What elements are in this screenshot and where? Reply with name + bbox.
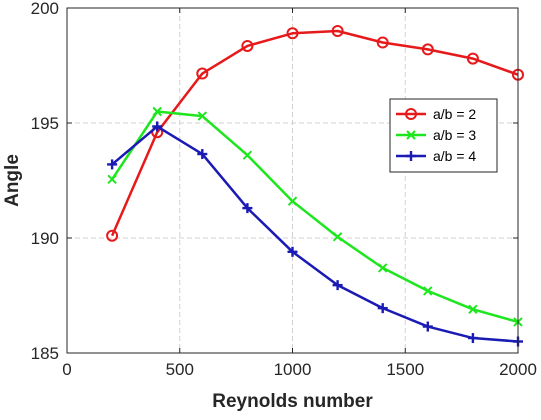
data-point — [287, 196, 298, 206]
data-point — [422, 321, 433, 332]
data-point-stroke — [332, 232, 343, 242]
data-point — [377, 303, 388, 314]
legend-marker — [405, 108, 417, 120]
x-axis-title: Reynolds number — [212, 391, 373, 412]
data-point — [331, 25, 344, 37]
series-line — [110, 29, 519, 237]
legend-item: a/b = 2 — [396, 106, 476, 122]
data-point-stroke — [242, 150, 253, 160]
ticks: 0 500 1000 1500 2000 185 190 195 200 — [31, 0, 537, 379]
legend-item: a/b = 3 — [396, 127, 476, 143]
legend-marker-stroke — [406, 130, 416, 140]
data-point-stroke — [287, 196, 298, 206]
y-axis-title: Angle — [2, 154, 23, 207]
grid — [67, 8, 518, 353]
x-tick-label: 2000 — [499, 360, 537, 379]
legend-label: a/b = 3 — [433, 127, 476, 143]
data-point — [196, 67, 209, 80]
data-point — [423, 286, 433, 296]
data-point — [197, 149, 208, 160]
x-tick-label: 1500 — [386, 360, 424, 379]
series-1 — [106, 25, 524, 242]
data-point — [107, 159, 118, 170]
data-point — [332, 280, 343, 291]
data-point — [152, 106, 162, 117]
data-point — [197, 111, 208, 121]
data-point — [106, 229, 119, 242]
x-tick-label: 500 — [166, 360, 194, 379]
legend-label: a/b = 4 — [433, 148, 476, 164]
data-point — [287, 246, 298, 257]
series-2 — [107, 106, 523, 327]
data-point — [107, 174, 117, 185]
data-point — [467, 333, 478, 344]
data-point-stroke — [152, 106, 162, 117]
data-point — [241, 39, 254, 52]
data-point-stroke — [377, 263, 388, 273]
series-line — [111, 110, 519, 324]
legend-label: a/b = 2 — [433, 106, 476, 122]
x-tick-label: 1000 — [274, 360, 312, 379]
data-point — [332, 232, 343, 242]
data-point — [466, 52, 479, 65]
data-point — [377, 263, 388, 273]
data-point — [286, 27, 299, 40]
y-tick-label: 200 — [31, 0, 59, 18]
legend-marker — [406, 151, 416, 161]
data-point-stroke — [197, 111, 208, 121]
legend-marker — [406, 130, 416, 140]
y-tick-label: 190 — [31, 229, 59, 248]
x-tick-label: 0 — [62, 360, 71, 379]
series-group — [106, 25, 524, 347]
data-point — [242, 150, 253, 160]
data-point — [242, 203, 253, 214]
series-line — [111, 125, 519, 343]
data-point-stroke — [107, 174, 117, 185]
data-point-stroke — [468, 304, 478, 315]
data-point — [421, 43, 434, 56]
legend-item: a/b = 4 — [396, 148, 476, 164]
data-point — [376, 36, 389, 49]
data-point-stroke — [423, 286, 433, 296]
data-point — [152, 121, 163, 132]
legend: a/b = 2 a/b = 3 a/b = 4 — [389, 98, 498, 173]
y-tick-label: 195 — [31, 114, 59, 133]
y-tick-label: 185 — [31, 344, 59, 363]
data-point — [468, 304, 478, 315]
